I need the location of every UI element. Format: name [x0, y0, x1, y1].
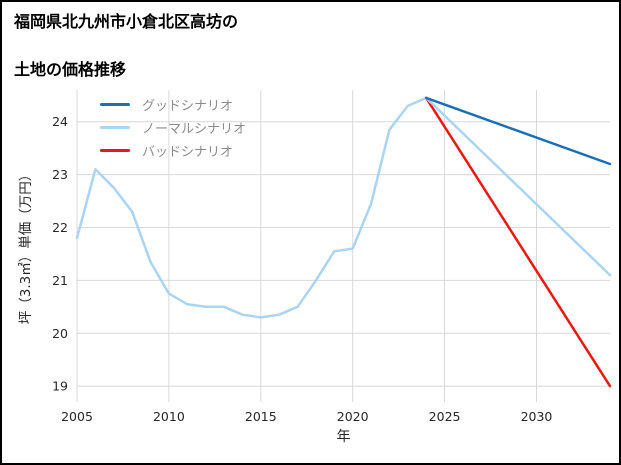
x-tick-label: 2015: [245, 409, 277, 424]
legend-label: バッドシナリオ: [142, 144, 234, 160]
y-tick-label: 24: [52, 114, 68, 129]
legend-label: グッドシナリオ: [142, 98, 234, 114]
series-line-ノーマルシナリオ: [75, 96, 612, 319]
legend-item: グッドシナリオ: [100, 95, 246, 114]
x-tick-label: 2010: [153, 409, 185, 424]
legend-line-swatch: [100, 148, 130, 152]
y-tick-label: 23: [52, 167, 68, 182]
chart-title-line2: 土地の価格推移: [14, 60, 127, 79]
series-line-バッドシナリオ: [424, 96, 612, 388]
x-tick-label: 2005: [61, 409, 93, 424]
legend: グッドシナリオ ノーマルシナリオ バッドシナリオ: [100, 95, 247, 160]
legend-item: バッドシナリオ: [100, 141, 246, 160]
y-tick-label: 20: [52, 326, 68, 341]
legend-item: ノーマルシナリオ: [100, 118, 247, 137]
y-tick-label: 22: [52, 220, 68, 235]
y-tick-label: 21: [52, 273, 68, 288]
legend-line-swatch: [100, 102, 130, 106]
legend-label: ノーマルシナリオ: [142, 121, 247, 137]
chart-title: 福岡県北九州市小倉北区高坊の 土地の価格推移: [14, 10, 238, 82]
x-axis-label: 年: [336, 429, 351, 445]
legend-line-swatch: [100, 125, 130, 129]
y-axis-label: 坪（3.3㎡）単価（万円）: [18, 167, 34, 325]
x-tick-label: 2020: [337, 409, 369, 424]
y-tick-label: 19: [52, 379, 68, 394]
x-tick-label: 2025: [429, 409, 461, 424]
series-line-グッドシナリオ: [424, 96, 612, 166]
chart-title-line1: 福岡県北九州市小倉北区高坊の: [14, 12, 239, 31]
x-tick-label: 2030: [521, 409, 553, 424]
